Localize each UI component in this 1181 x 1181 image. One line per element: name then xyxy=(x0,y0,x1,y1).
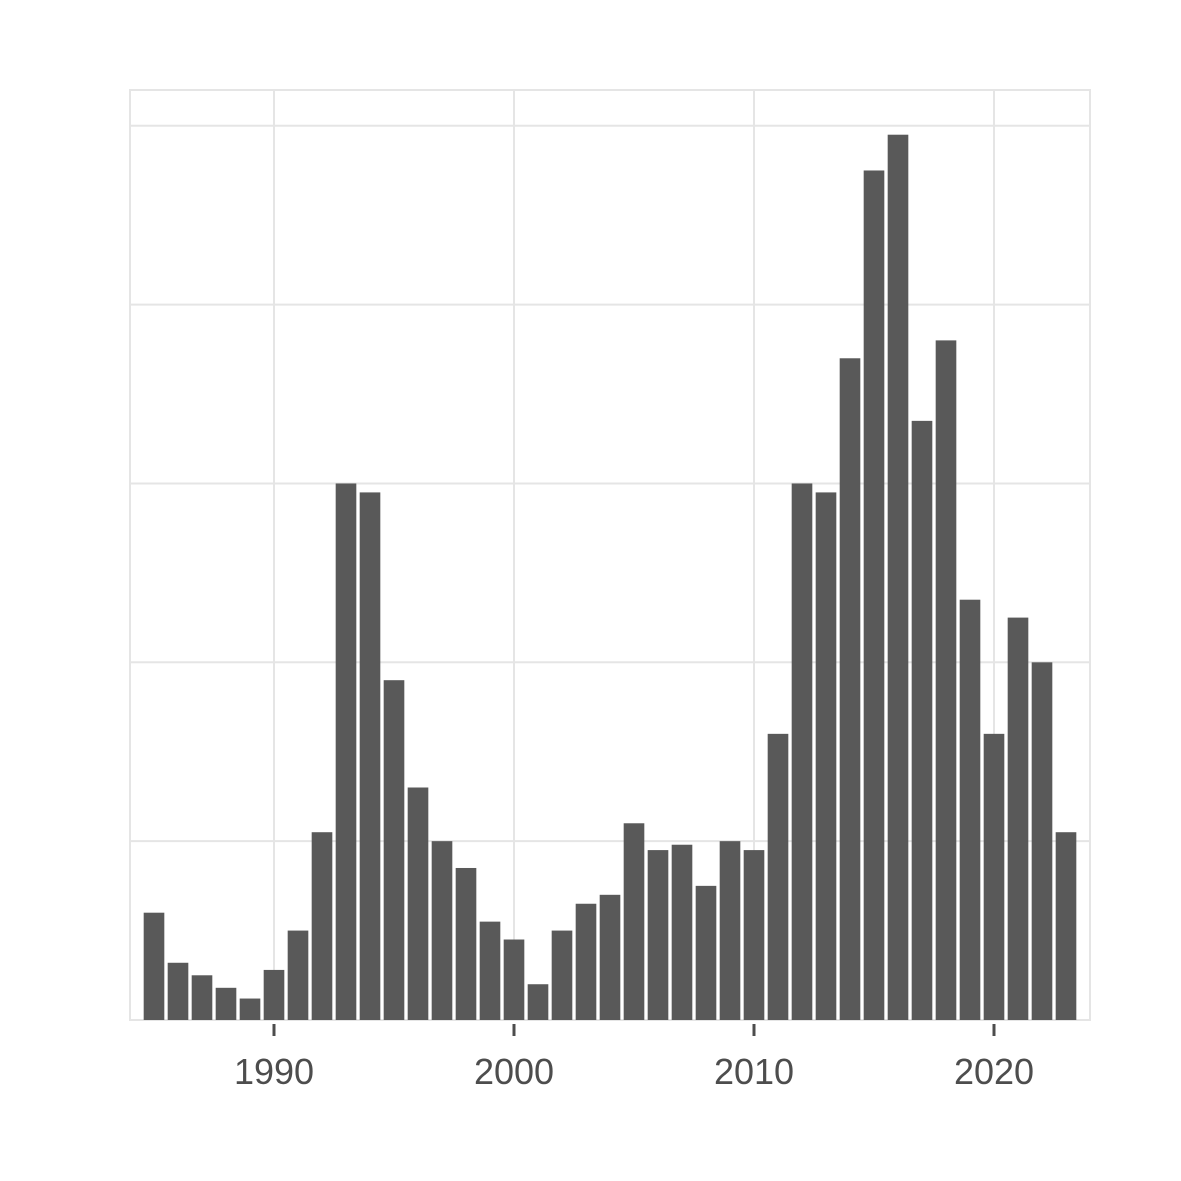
bar xyxy=(1056,832,1077,1020)
bar xyxy=(600,895,621,1020)
x-axis-ticks: 1990 2000 2010 2020 xyxy=(234,1024,1034,1092)
bar-chart: 1990 2000 2010 2020 xyxy=(0,0,1181,1181)
bar xyxy=(888,135,909,1020)
bar xyxy=(144,913,165,1020)
bar xyxy=(192,975,213,1020)
bar xyxy=(240,999,261,1020)
bar xyxy=(336,483,357,1020)
bar xyxy=(792,483,813,1020)
bar xyxy=(408,788,429,1021)
bar xyxy=(960,600,981,1020)
bar xyxy=(840,358,861,1020)
bar xyxy=(936,340,957,1020)
bar xyxy=(576,904,597,1020)
bar xyxy=(984,734,1005,1020)
bar xyxy=(264,970,285,1020)
bar xyxy=(528,984,549,1020)
bar xyxy=(216,988,237,1020)
x-tick-label: 2010 xyxy=(714,1051,794,1092)
bar xyxy=(312,832,333,1020)
bar xyxy=(744,850,765,1020)
bar xyxy=(672,845,693,1020)
x-tick-label: 2000 xyxy=(474,1051,554,1092)
bar xyxy=(648,850,669,1020)
bar xyxy=(816,492,837,1020)
bar xyxy=(552,931,573,1020)
bar xyxy=(432,841,453,1020)
x-tick-label: 2020 xyxy=(954,1051,1034,1092)
bar xyxy=(288,931,309,1020)
bar xyxy=(360,492,381,1020)
bar xyxy=(1008,618,1029,1020)
bar xyxy=(864,170,885,1020)
bar xyxy=(696,886,717,1020)
bar xyxy=(720,841,741,1020)
bar xyxy=(168,963,189,1020)
bar xyxy=(624,823,645,1020)
bars xyxy=(144,135,1077,1020)
bar xyxy=(384,680,405,1020)
bar xyxy=(480,922,501,1020)
bar xyxy=(1032,662,1053,1020)
bar xyxy=(504,940,525,1020)
x-tick-label: 1990 xyxy=(234,1051,314,1092)
bar xyxy=(456,868,477,1020)
bar xyxy=(912,421,933,1020)
bar xyxy=(768,734,789,1020)
